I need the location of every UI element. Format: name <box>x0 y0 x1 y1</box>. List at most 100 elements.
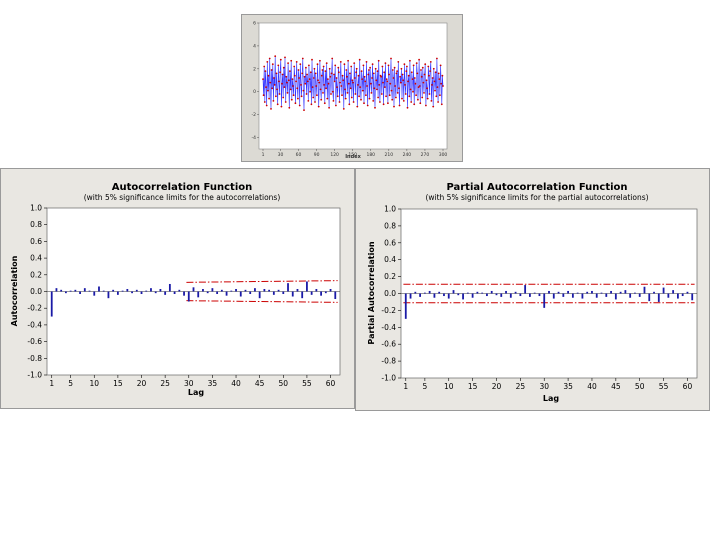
pacf-y-tick-label: -0.8 <box>381 357 396 366</box>
pacf-y-tick-label: 0.4 <box>384 255 396 264</box>
time-series-point <box>439 64 442 67</box>
time-series-point <box>353 62 356 64</box>
acf-x-tick-label: 1 <box>49 379 54 388</box>
time-series-point <box>429 61 432 63</box>
acf-x-axis-label: Lag <box>188 388 204 397</box>
time-series-point <box>425 104 427 107</box>
pacf-bar <box>505 290 507 294</box>
time-series-x-tick-label: 150 <box>348 152 357 158</box>
time-series-point <box>341 94 343 97</box>
time-series-point <box>377 59 380 62</box>
acf-bar <box>192 287 195 292</box>
time-series-point <box>358 58 361 61</box>
time-series-point <box>427 65 430 68</box>
acf-bar <box>197 291 200 298</box>
time-series-point <box>316 94 318 97</box>
time-series-point <box>363 75 366 78</box>
time-series-point <box>343 63 346 66</box>
pacf-bar <box>471 293 474 298</box>
pacf-x-tick-label: 10 <box>444 382 454 391</box>
acf-bar <box>65 291 67 294</box>
time-series-point <box>321 69 324 71</box>
time-series-point <box>437 101 439 103</box>
acf-title: Autocorrelation Function <box>112 182 253 193</box>
time-series-point <box>404 84 406 86</box>
time-series-point <box>394 85 397 87</box>
time-series-point <box>405 70 408 72</box>
acf-bar <box>329 288 332 292</box>
pacf-bar <box>495 293 498 296</box>
time-series-point <box>287 79 290 82</box>
time-series-point <box>398 87 400 90</box>
pacf-bar <box>404 293 407 319</box>
time-series-x-tick-label: 180 <box>366 152 375 158</box>
time-series-point <box>368 69 370 71</box>
pacf-x-tick-label: 15 <box>468 382 478 391</box>
time-series-point <box>309 90 311 93</box>
acf-bar <box>126 288 129 292</box>
time-series-point <box>282 66 285 69</box>
time-series-point <box>294 102 297 105</box>
time-series-point <box>336 86 338 88</box>
time-series-x-tick-label: 120 <box>330 152 339 158</box>
acf-bar <box>216 291 219 295</box>
time-series-point <box>295 61 298 63</box>
time-series-point <box>421 66 424 69</box>
time-series-x-tick-label: 60 <box>296 152 302 158</box>
acf-bar <box>235 288 237 292</box>
time-series-point <box>412 90 414 93</box>
acf-bar <box>272 291 275 295</box>
acf-bar <box>225 291 228 296</box>
time-series-point <box>361 78 364 80</box>
time-series-x-tick-label: 30 <box>278 152 284 158</box>
time-series-point <box>308 64 310 67</box>
acf-x-tick-label: 10 <box>89 379 99 388</box>
time-series-point <box>363 102 365 105</box>
pacf-bar <box>629 293 632 298</box>
time-series-point <box>395 72 398 75</box>
time-series-point <box>347 59 349 62</box>
time-series-point <box>432 67 435 70</box>
acf-bar <box>116 291 119 295</box>
time-series-point <box>423 73 426 76</box>
time-series-point <box>409 88 412 91</box>
pacf-x-tick-label: 20 <box>492 382 502 391</box>
pacf-x-tick-label: 25 <box>516 382 526 391</box>
time-series-point <box>276 88 278 91</box>
pacf-bar <box>543 293 546 308</box>
acf-bar <box>154 291 157 294</box>
time-series-point <box>297 69 300 71</box>
acf-bar <box>263 288 266 292</box>
time-series-point <box>316 63 319 66</box>
time-series-point <box>318 81 321 84</box>
time-series-point <box>346 92 349 94</box>
acf-bar <box>334 291 337 300</box>
time-series-point <box>338 71 340 74</box>
time-series-point <box>289 70 291 72</box>
time-series-point <box>270 108 272 110</box>
time-series-point <box>325 62 328 64</box>
acf-bar <box>258 291 261 299</box>
pacf-bar <box>428 290 431 294</box>
time-series-point <box>375 79 378 82</box>
pacf-bar <box>433 293 436 298</box>
pacf-bar <box>548 290 550 294</box>
time-series-point <box>410 101 413 103</box>
acf-bar <box>131 291 133 294</box>
acf-bar <box>249 291 252 295</box>
pacf-bar <box>514 291 517 294</box>
time-series-point <box>278 93 281 95</box>
time-series-point <box>334 64 337 67</box>
pacf-x-tick-label: 1 <box>403 382 408 391</box>
time-series-point <box>355 67 358 70</box>
acf-bar <box>254 288 256 292</box>
pacf-bar <box>653 291 655 294</box>
time-series-point <box>340 85 343 87</box>
acf-bar <box>79 291 81 295</box>
pacf-y-tick-label: -0.6 <box>381 340 396 349</box>
time-series-point <box>391 69 394 71</box>
time-series-point <box>319 59 321 62</box>
pacf-chart: Partial Autocorrelation Function (with 5… <box>367 182 698 403</box>
time-series-y-tick-label: 4 <box>253 43 256 49</box>
time-series-point <box>278 80 280 83</box>
